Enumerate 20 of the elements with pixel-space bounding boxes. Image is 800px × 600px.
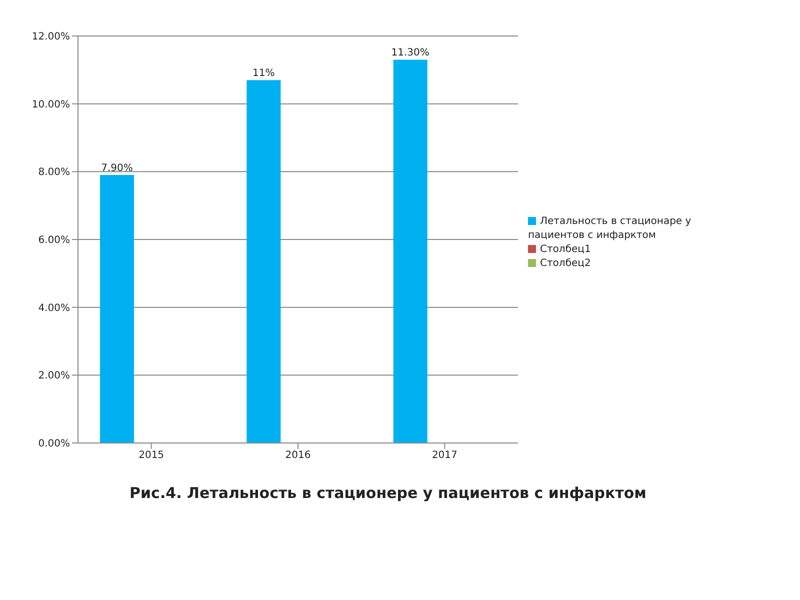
legend-label: Столбец2: [540, 258, 591, 269]
text: Рис.4. Летальность в стационере у пациентов с инфарктом: [128, 484, 648, 502]
bar: [393, 60, 428, 443]
y-tick-label: 10.00%: [32, 99, 70, 110]
legend-label: Столбец1: [540, 244, 591, 255]
data-label: 7.90%: [101, 163, 133, 174]
x-tick-label: 2016: [285, 450, 311, 462]
y-tick-label: 8.00%: [38, 167, 70, 178]
x-tick-label: 2017: [432, 450, 458, 462]
y-tick-label: 6.00%: [38, 235, 70, 246]
data-label: 11.30%: [391, 48, 430, 59]
legend-label: Летальность в стационаре у пациентов с инфарктом: [528, 216, 692, 241]
x-tick-label: 2015: [138, 450, 164, 462]
y-tick-label: 0.00%: [38, 438, 70, 450]
y-tick-label: 2.00%: [38, 370, 70, 382]
y-tick-label: 12.00%: [32, 32, 70, 43]
data-label: 11%: [252, 68, 275, 80]
bar: [100, 175, 134, 443]
bar: [246, 80, 281, 443]
y-tick-label: 4.00%: [38, 302, 70, 314]
